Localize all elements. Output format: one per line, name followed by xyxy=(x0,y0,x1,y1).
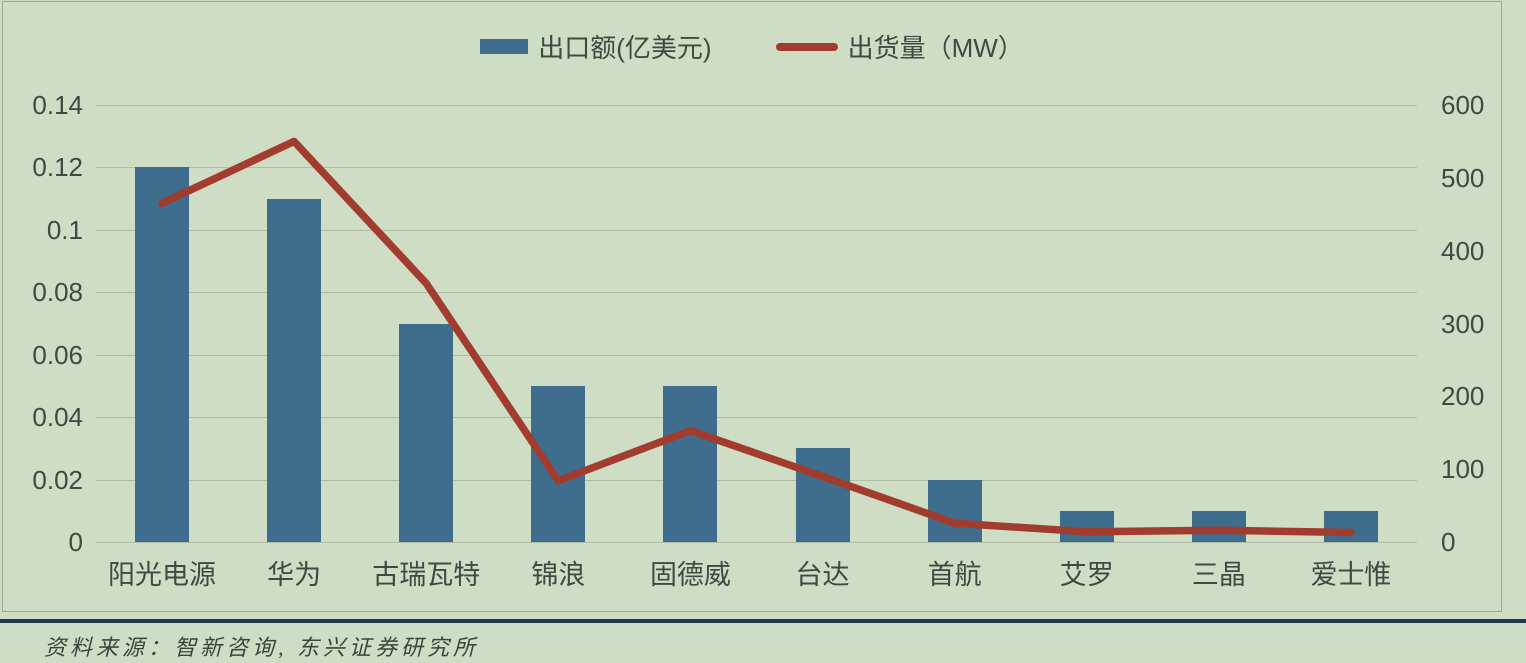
gridline xyxy=(96,229,1417,231)
bar-swatch-icon xyxy=(480,39,529,54)
line-swatch-icon xyxy=(775,42,838,51)
bar xyxy=(1059,510,1114,542)
y-tick-label-right: 600 xyxy=(1441,90,1485,120)
bar xyxy=(927,479,982,542)
bar xyxy=(663,385,718,542)
y-tick-label-right: 500 xyxy=(1441,162,1485,193)
x-category-label: 三晶 xyxy=(1191,560,1246,590)
y-tick-label-left: 0 xyxy=(68,527,83,557)
bar xyxy=(1323,510,1378,542)
x-category-label: 古瑞瓦特 xyxy=(372,560,481,590)
bar xyxy=(1191,510,1246,542)
x-category-label: 锦浪 xyxy=(531,560,586,590)
gridline xyxy=(96,417,1417,419)
y-tick-label-left: 0.14 xyxy=(32,90,83,120)
legend-label-shipment: 出货量（MW） xyxy=(847,33,1024,63)
y-tick-label-left: 0.12 xyxy=(32,152,83,183)
gridline xyxy=(96,292,1417,294)
legend-item-shipment: 出货量（MW） xyxy=(775,28,1024,65)
y-tick-label-left: 0.08 xyxy=(32,277,83,308)
y-tick-label-left: 0.1 xyxy=(46,214,83,245)
y-tick-label-right: 400 xyxy=(1441,235,1485,266)
gridline xyxy=(96,479,1417,481)
bar xyxy=(267,198,322,542)
y-tick-label-right: 0 xyxy=(1441,527,1456,557)
bar xyxy=(135,167,190,542)
bar xyxy=(795,448,850,542)
y-tick-label-left: 0.02 xyxy=(32,464,83,495)
bar xyxy=(399,323,454,542)
x-category-label: 首航 xyxy=(927,560,982,590)
shipment-line xyxy=(158,137,1355,537)
legend-item-export: 出口额(亿美元) xyxy=(480,28,712,65)
x-category-label: 华为 xyxy=(267,560,322,590)
chart-panel: 出口额(亿美元) 出货量（MW） 0.14 0.12 0.1 0.08 0.06 0.04… xyxy=(2,1,1502,612)
bar xyxy=(531,385,586,542)
y-tick-label-left: 0.06 xyxy=(32,339,83,370)
x-category-label: 阳光电源 xyxy=(108,560,217,590)
footer-divider xyxy=(0,619,1526,623)
gridline xyxy=(96,105,1417,106)
y-tick-label-right: 300 xyxy=(1441,308,1485,339)
y-tick-label-right: 100 xyxy=(1441,454,1485,485)
legend: 出口额(亿美元) 出货量（MW） xyxy=(3,28,1501,65)
gridline xyxy=(96,354,1417,356)
gridline xyxy=(96,542,1417,543)
plot-area xyxy=(96,105,1417,543)
x-category-label: 台达 xyxy=(795,560,850,590)
x-category-label: 艾罗 xyxy=(1059,560,1114,590)
legend-label-export: 出口额(亿美元) xyxy=(538,33,712,63)
x-category-label: 固德威 xyxy=(649,560,731,590)
y-tick-label-left: 0.04 xyxy=(32,402,83,433)
y-tick-label-right: 200 xyxy=(1441,381,1485,412)
x-category-label: 爱士惟 xyxy=(1310,560,1392,590)
gridline xyxy=(96,167,1417,169)
source-note: 资料来源：智新咨询, 东兴证券研究所 xyxy=(44,635,480,660)
